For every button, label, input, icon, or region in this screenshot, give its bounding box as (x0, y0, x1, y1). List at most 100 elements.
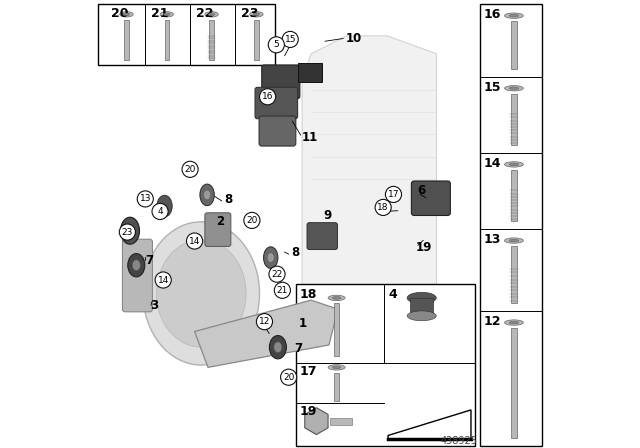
FancyBboxPatch shape (99, 4, 275, 65)
Ellipse shape (274, 342, 282, 353)
Text: 6: 6 (418, 184, 426, 198)
Text: 15: 15 (484, 81, 501, 94)
Ellipse shape (407, 311, 436, 321)
Circle shape (155, 272, 172, 288)
FancyBboxPatch shape (298, 63, 322, 82)
Ellipse shape (509, 14, 518, 17)
Text: 11: 11 (302, 131, 318, 144)
Circle shape (275, 282, 291, 298)
Ellipse shape (160, 12, 173, 17)
Ellipse shape (123, 13, 130, 16)
FancyBboxPatch shape (412, 181, 451, 215)
Polygon shape (388, 410, 471, 439)
Ellipse shape (208, 13, 215, 16)
Ellipse shape (157, 195, 172, 217)
Text: 15: 15 (284, 35, 296, 44)
FancyBboxPatch shape (255, 87, 298, 119)
Text: 21: 21 (276, 286, 288, 295)
FancyBboxPatch shape (254, 20, 259, 60)
Ellipse shape (157, 240, 246, 347)
Ellipse shape (269, 336, 287, 359)
Ellipse shape (200, 184, 214, 206)
FancyBboxPatch shape (124, 20, 129, 60)
Circle shape (268, 37, 284, 53)
Ellipse shape (132, 260, 140, 271)
Ellipse shape (128, 254, 145, 277)
Text: 1: 1 (298, 317, 307, 330)
Polygon shape (302, 36, 436, 336)
Text: 20: 20 (184, 165, 196, 174)
FancyBboxPatch shape (334, 373, 339, 401)
Ellipse shape (504, 13, 524, 18)
Ellipse shape (120, 12, 133, 17)
Text: 12: 12 (484, 315, 501, 328)
Ellipse shape (504, 238, 524, 243)
Text: 7: 7 (294, 342, 302, 355)
Polygon shape (305, 408, 328, 435)
Ellipse shape (509, 239, 518, 242)
Text: 23: 23 (241, 7, 258, 20)
Ellipse shape (267, 253, 275, 263)
Text: 10: 10 (346, 31, 362, 45)
Text: 13: 13 (484, 233, 501, 246)
Ellipse shape (332, 366, 341, 369)
Circle shape (269, 266, 285, 282)
Ellipse shape (509, 87, 518, 90)
Ellipse shape (163, 13, 170, 16)
FancyBboxPatch shape (259, 116, 296, 146)
Circle shape (375, 199, 391, 215)
Text: 438925: 438925 (441, 436, 477, 446)
FancyBboxPatch shape (164, 20, 169, 60)
FancyBboxPatch shape (511, 21, 516, 69)
Ellipse shape (143, 222, 260, 365)
Circle shape (244, 212, 260, 228)
Text: 14: 14 (484, 157, 501, 170)
Text: 20: 20 (283, 373, 294, 382)
Ellipse shape (120, 217, 140, 244)
Text: 14: 14 (157, 276, 169, 284)
FancyBboxPatch shape (122, 239, 152, 312)
FancyBboxPatch shape (209, 20, 214, 60)
Ellipse shape (407, 293, 436, 304)
Circle shape (186, 233, 203, 249)
FancyBboxPatch shape (334, 303, 339, 356)
Ellipse shape (205, 12, 218, 17)
Text: 21: 21 (151, 7, 168, 20)
Text: 4: 4 (388, 288, 397, 301)
Ellipse shape (509, 321, 518, 324)
FancyBboxPatch shape (511, 246, 516, 303)
Text: 16: 16 (262, 92, 273, 101)
Text: 17: 17 (388, 190, 399, 199)
Text: 22: 22 (196, 7, 213, 20)
Text: 23: 23 (122, 228, 133, 237)
FancyBboxPatch shape (511, 328, 516, 438)
Text: 18: 18 (300, 288, 317, 301)
Ellipse shape (509, 163, 518, 166)
Text: 19: 19 (416, 241, 432, 254)
Polygon shape (195, 300, 338, 367)
Text: 7: 7 (145, 254, 153, 267)
Ellipse shape (332, 297, 341, 299)
Circle shape (182, 161, 198, 177)
Ellipse shape (328, 365, 345, 370)
FancyBboxPatch shape (205, 213, 231, 246)
Text: 4: 4 (157, 207, 163, 216)
FancyBboxPatch shape (480, 4, 541, 446)
Circle shape (282, 31, 298, 47)
FancyBboxPatch shape (330, 418, 352, 425)
Ellipse shape (204, 190, 211, 200)
Text: 5: 5 (273, 40, 279, 49)
FancyBboxPatch shape (262, 65, 300, 99)
Ellipse shape (504, 86, 524, 91)
Ellipse shape (328, 295, 345, 301)
Text: 22: 22 (271, 270, 283, 279)
FancyBboxPatch shape (296, 284, 476, 446)
Circle shape (152, 203, 168, 220)
FancyBboxPatch shape (410, 298, 433, 316)
Ellipse shape (250, 12, 263, 17)
Ellipse shape (504, 162, 524, 167)
Ellipse shape (504, 320, 524, 325)
Circle shape (137, 191, 154, 207)
Text: 18: 18 (378, 203, 389, 212)
Text: 17: 17 (300, 365, 317, 378)
